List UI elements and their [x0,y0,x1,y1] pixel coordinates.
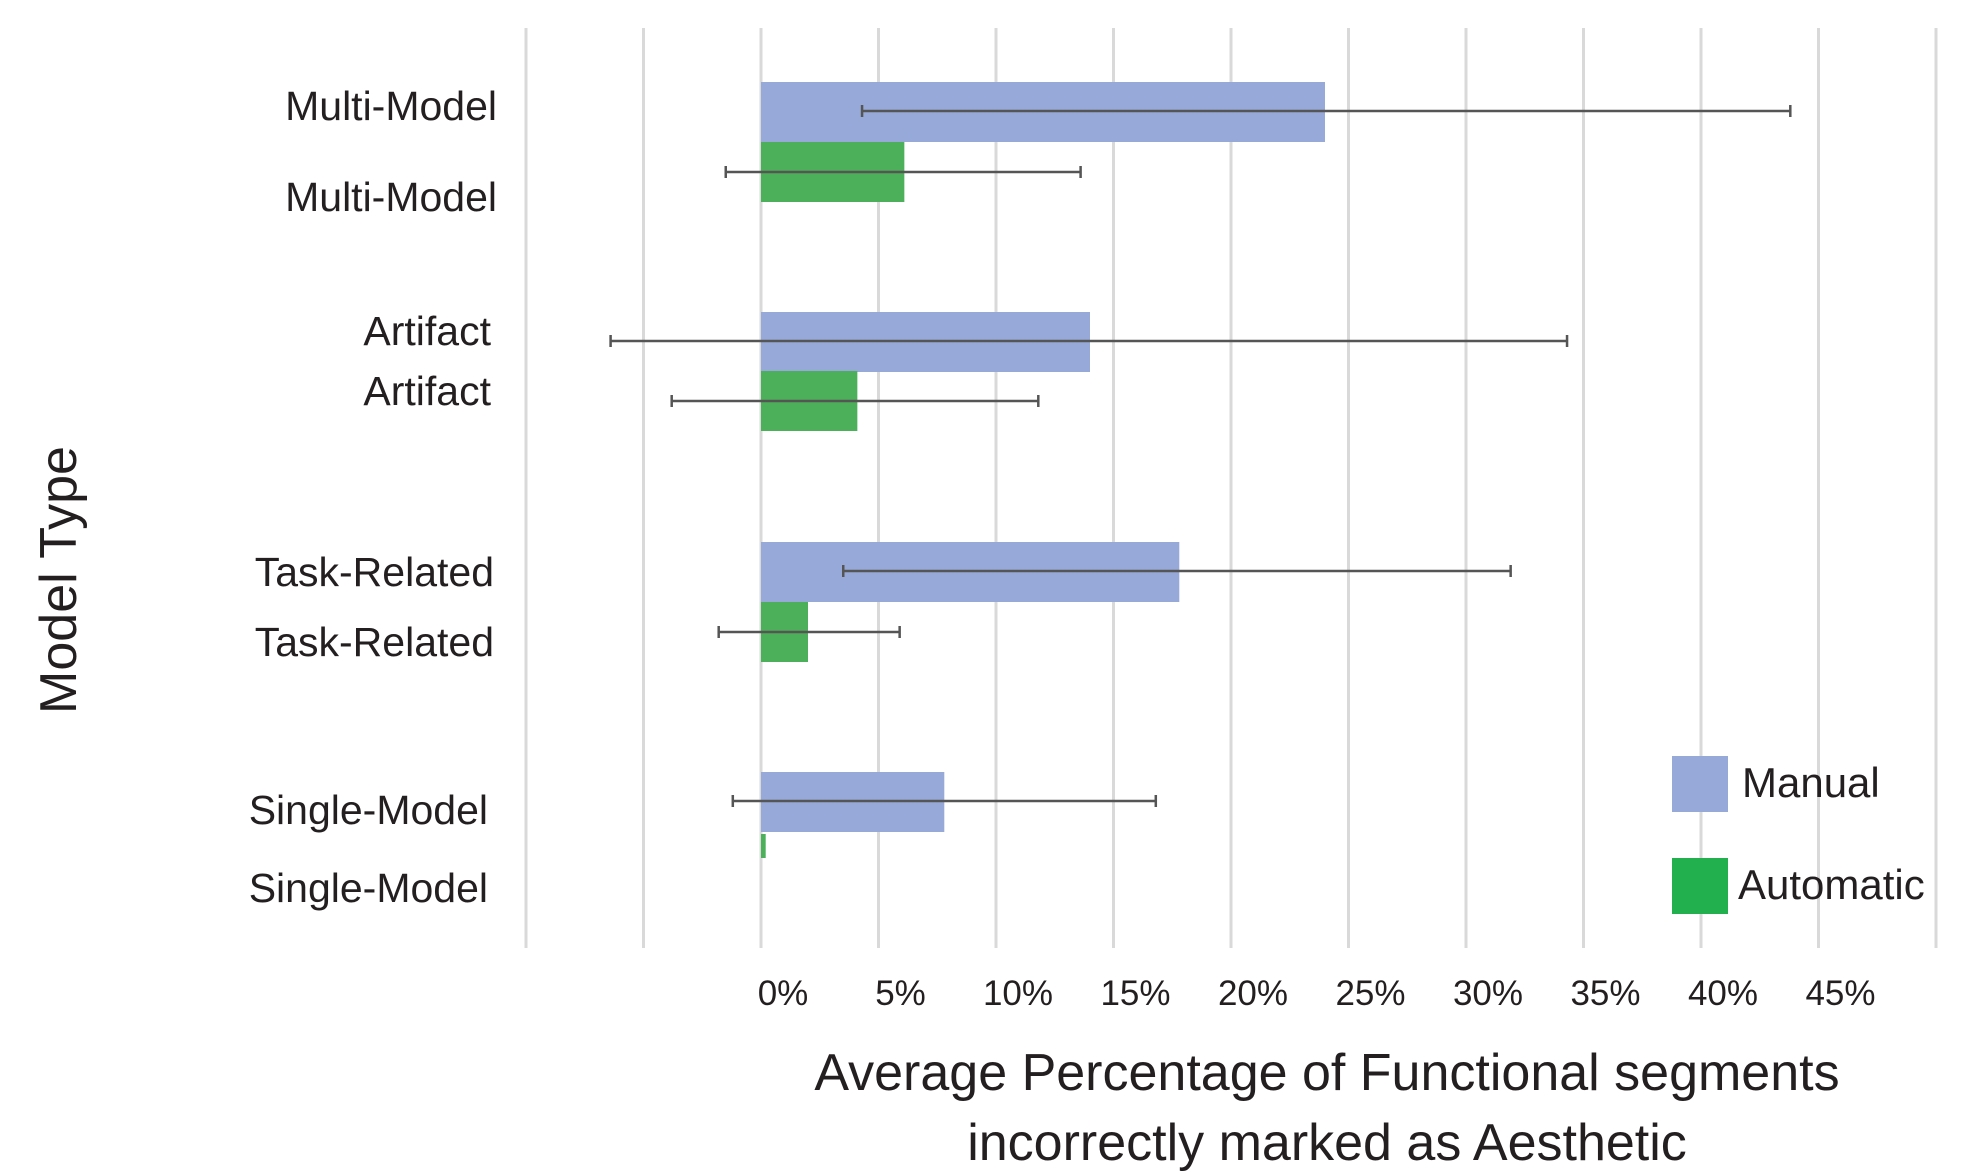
error-bars [609,105,1792,807]
x-tick-label: 0% [758,974,809,1013]
legend: Manual Automatic [1672,756,1925,914]
x-tick-label: 35% [1570,974,1640,1013]
x-tick-label: 25% [1335,974,1405,1013]
x-axis-title-line-1: Average Percentage of Functional segment… [814,1044,1839,1102]
x-tick-label: 40% [1688,974,1758,1013]
category-label: Task-Related [255,619,494,665]
x-tick-label: 30% [1453,974,1523,1013]
bars [761,82,1325,858]
x-tick-label: 15% [1100,974,1170,1013]
legend-swatch-manual [1672,756,1728,812]
x-tick-label: 10% [983,974,1053,1013]
category-label: Multi-Model [285,174,497,220]
category-label: Artifact [363,368,491,414]
category-label: Single-Model [249,787,488,833]
x-tick-label: 20% [1218,974,1288,1013]
legend-swatch-automatic [1672,858,1728,914]
category-label: Artifact [363,308,491,354]
legend-label-manual: Manual [1742,759,1880,806]
y-axis-title: Model Type [30,446,88,714]
x-tick-labels: 0% 5% 10% 15% 20% 25% 30% 35% 40% 45% [758,974,1876,1013]
x-axis-title-line-2: incorrectly marked as Aesthetic [967,1114,1687,1172]
x-tick-label: 5% [875,974,926,1013]
x-tick-label: 45% [1805,974,1875,1013]
category-label: Multi-Model [285,83,497,129]
legend-label-automatic: Automatic [1738,861,1925,908]
bar-automatic-single-model [761,834,766,858]
category-label: Single-Model [249,865,488,911]
category-label: Task-Related [255,549,494,595]
category-labels: Multi-Model Multi-Model Artifact Artifact Ta… [249,83,497,911]
